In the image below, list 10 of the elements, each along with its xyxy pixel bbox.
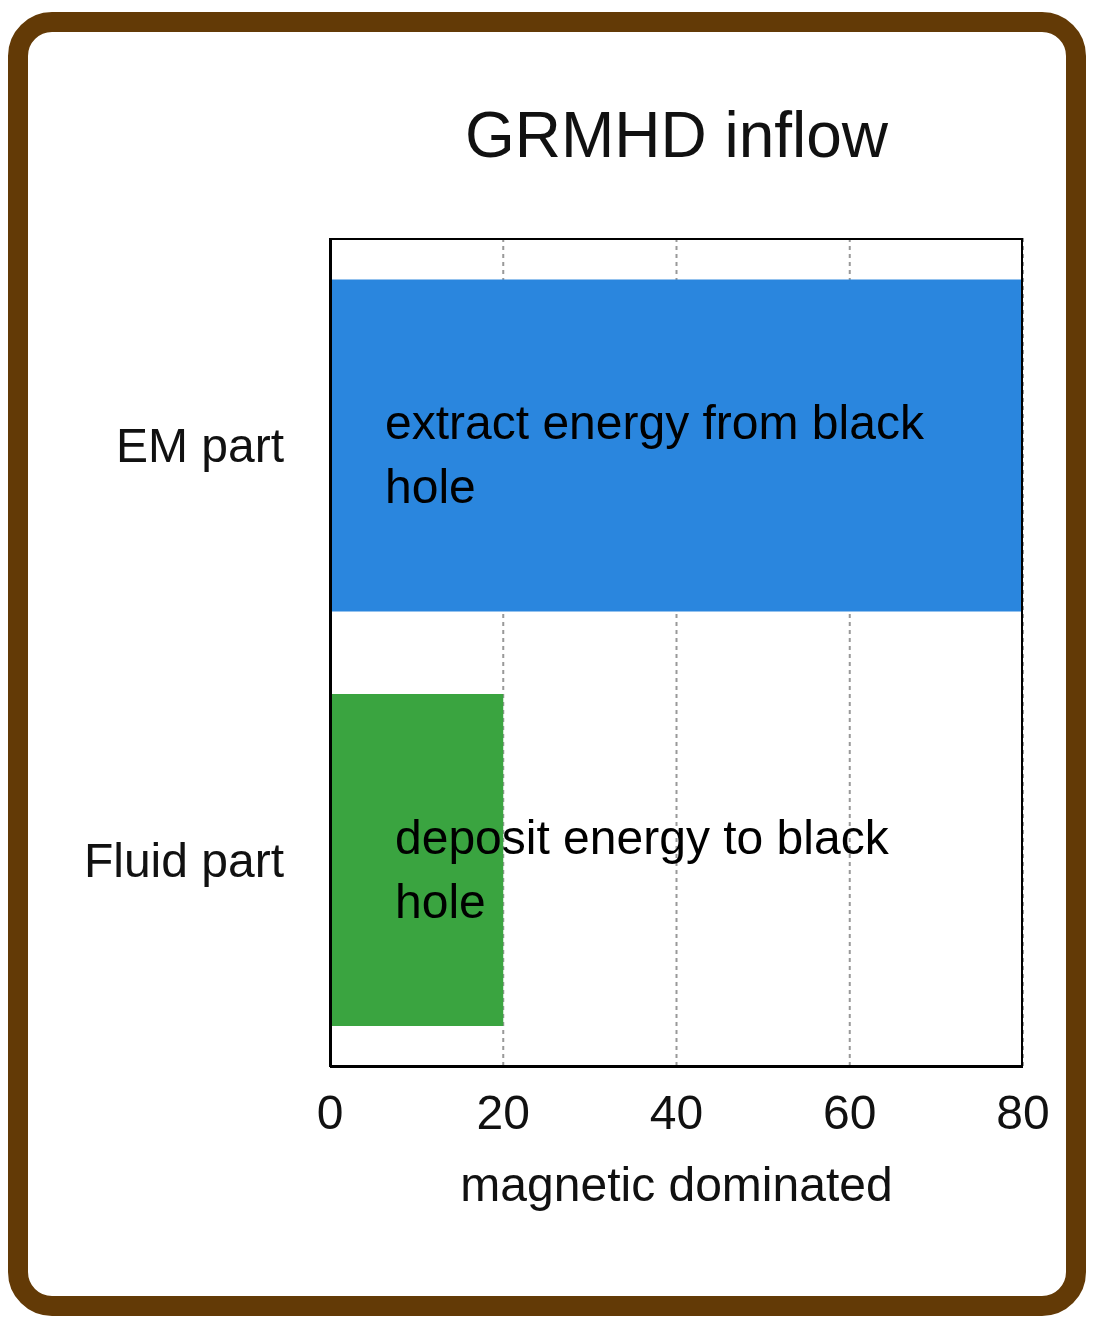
y-tick-label: Fluid part	[83, 833, 284, 887]
y-tick-label: EM part	[115, 419, 284, 473]
annotation: extract energy from black hole	[385, 395, 925, 516]
x-tick-label: 80	[996, 1086, 1050, 1140]
x-tick-label: 40	[649, 1086, 704, 1140]
x-tick-label: 60	[823, 1086, 877, 1140]
x-tick-label: 0	[316, 1086, 344, 1140]
x-axis-title: magnetic dominated	[460, 1158, 893, 1211]
x-tick-label: 20	[476, 1086, 530, 1140]
chart-title: GRMHD inflow	[463, 98, 890, 172]
